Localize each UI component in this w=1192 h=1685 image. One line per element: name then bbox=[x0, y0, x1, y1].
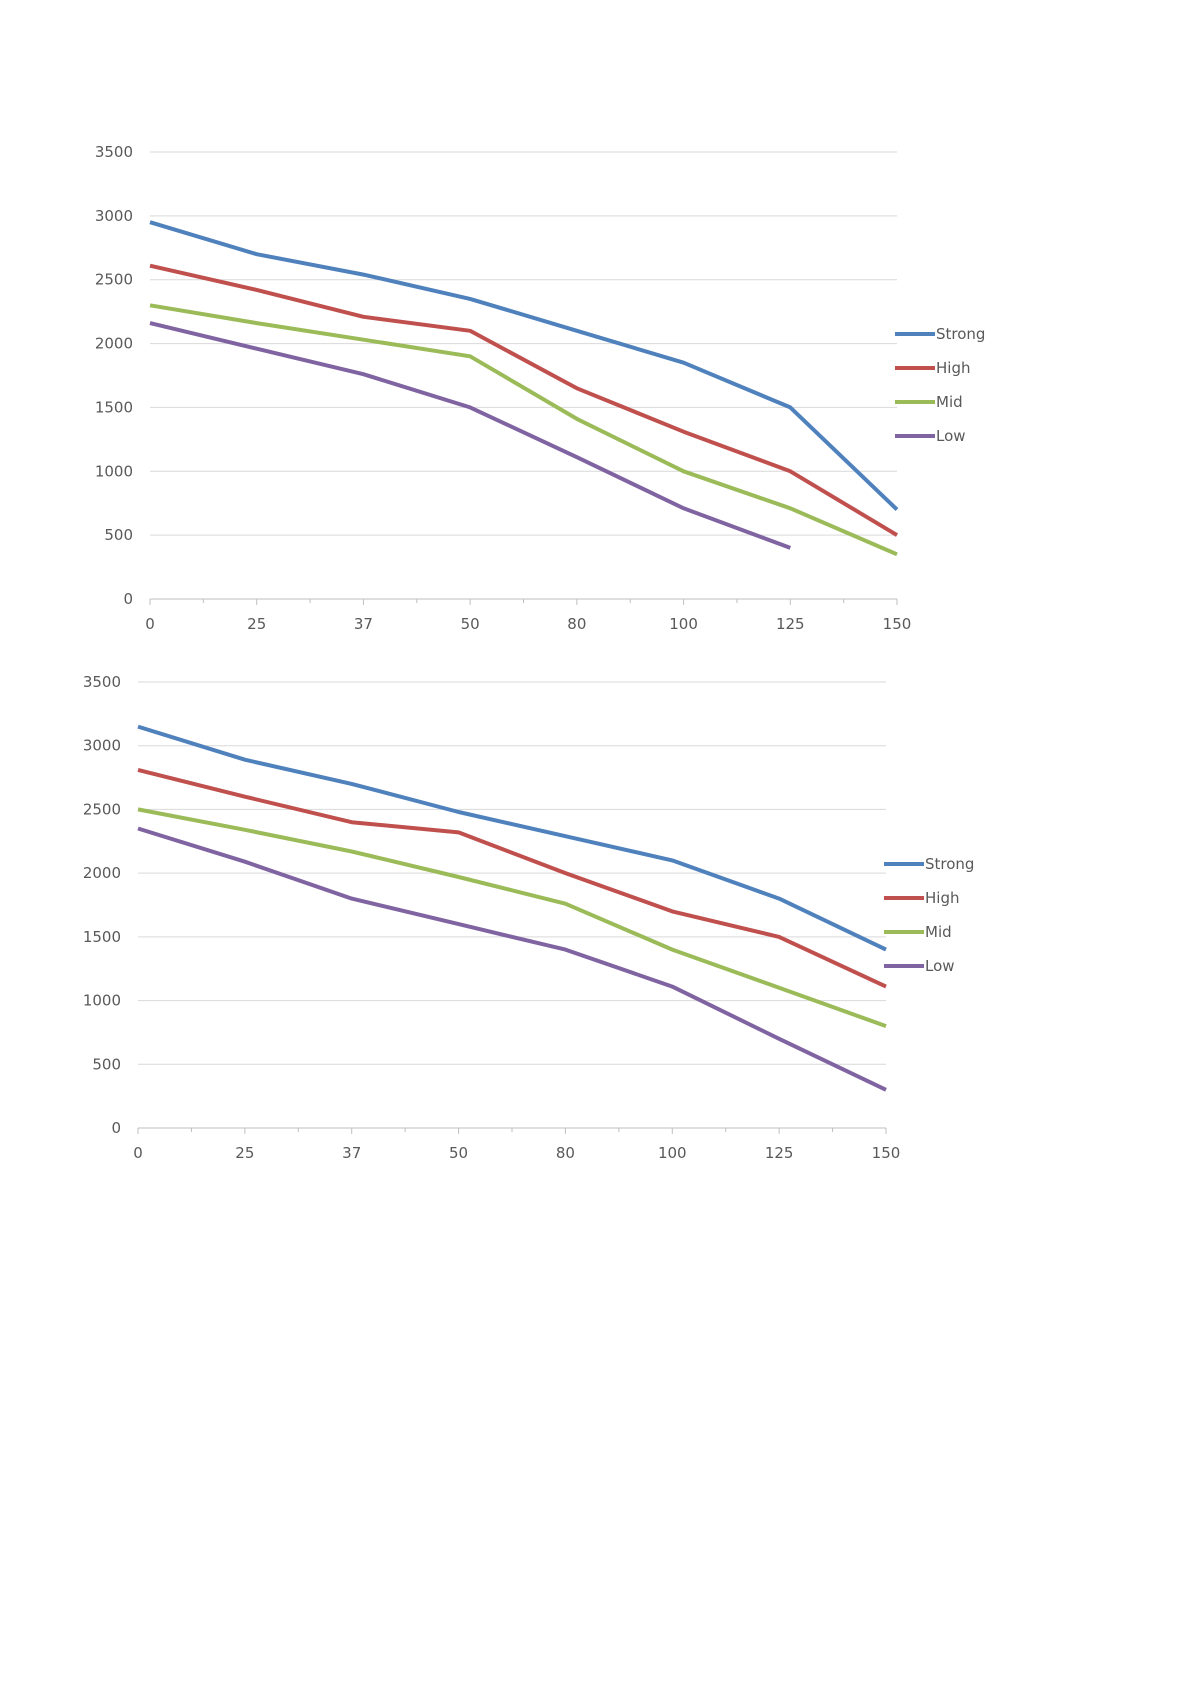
series-line-high bbox=[137, 767, 887, 989]
legend-item-high: High bbox=[895, 359, 970, 377]
y-tick-label: 1500 bbox=[95, 398, 133, 416]
chart-1: 0 500 1000 1500 2000 2500 3000 3500 0 25 37 50 80 100… bbox=[95, 143, 986, 633]
x-tick-label: 150 bbox=[872, 1144, 901, 1162]
x-tick-label: 25 bbox=[235, 1144, 254, 1162]
x-tick-label: 37 bbox=[342, 1144, 361, 1162]
series-line-mid bbox=[137, 807, 887, 1028]
y-tick-label: 3500 bbox=[83, 673, 121, 691]
legend-label: High bbox=[925, 889, 959, 907]
legend-item-mid: Mid bbox=[884, 923, 952, 941]
y-tick-label: 3500 bbox=[95, 143, 133, 161]
series-line-low bbox=[149, 321, 791, 550]
y-tick-label: 500 bbox=[104, 526, 133, 544]
legend-item-mid: Mid bbox=[895, 393, 963, 411]
x-tick-label: 125 bbox=[776, 615, 805, 633]
y-tick-label: 2000 bbox=[83, 864, 121, 882]
legend-label: Strong bbox=[936, 325, 985, 343]
legend-item-low: Low bbox=[884, 957, 955, 975]
x-tick-label: 0 bbox=[145, 615, 155, 633]
y-tick-label: 2500 bbox=[95, 271, 133, 289]
x-tick-label: 100 bbox=[658, 1144, 687, 1162]
series-line-strong bbox=[149, 220, 899, 512]
legend-label: High bbox=[936, 359, 970, 377]
y-tick-label: 1500 bbox=[83, 928, 121, 946]
y-tick-label: 0 bbox=[123, 590, 133, 608]
series-line-low bbox=[137, 826, 887, 1092]
y-tick-label: 1000 bbox=[83, 992, 121, 1010]
legend-label: Low bbox=[936, 427, 966, 445]
y-tick-label: 2500 bbox=[83, 800, 121, 818]
legend-item-high: High bbox=[884, 889, 959, 907]
chart-2: 0 500 1000 1500 2000 2500 3000 3500 0 25 37 50 80 100… bbox=[83, 673, 975, 1162]
y-tick-label: 0 bbox=[111, 1119, 121, 1137]
x-tick-label: 150 bbox=[883, 615, 912, 633]
x-tick-label: 100 bbox=[669, 615, 698, 633]
legend-label: Mid bbox=[936, 393, 963, 411]
legend-item-strong: Strong bbox=[895, 325, 985, 343]
y-tick-label: 3000 bbox=[83, 737, 121, 755]
x-tick-label: 0 bbox=[133, 1144, 143, 1162]
x-tick-label: 25 bbox=[247, 615, 266, 633]
x-tick-label: 50 bbox=[449, 1144, 468, 1162]
x-tick-label: 80 bbox=[556, 1144, 575, 1162]
x-tick-label: 37 bbox=[354, 615, 373, 633]
y-tick-label: 2000 bbox=[95, 335, 133, 353]
legend-item-low: Low bbox=[895, 427, 966, 445]
x-tick-label: 125 bbox=[765, 1144, 794, 1162]
legend-label: Strong bbox=[925, 855, 974, 873]
y-tick-label: 3000 bbox=[95, 207, 133, 225]
y-tick-label: 500 bbox=[92, 1055, 121, 1073]
legend-item-strong: Strong bbox=[884, 855, 974, 873]
legend-label: Low bbox=[925, 957, 955, 975]
y-tick-label: 1000 bbox=[95, 462, 133, 480]
series-line-high bbox=[149, 263, 899, 537]
series-line-mid bbox=[149, 303, 898, 557]
legend-label: Mid bbox=[925, 923, 952, 941]
x-tick-label: 50 bbox=[461, 615, 480, 633]
x-tick-label: 80 bbox=[567, 615, 586, 633]
series-line-strong bbox=[137, 724, 887, 952]
